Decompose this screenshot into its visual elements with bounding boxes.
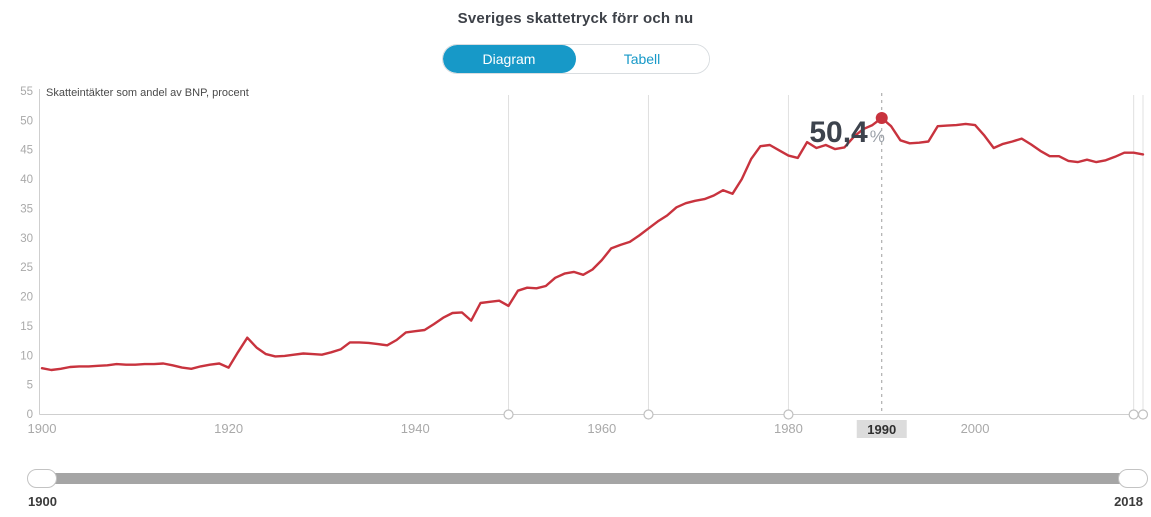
highlight-value-label: 50,4 [809, 116, 868, 149]
slider-min-label: 1900 [28, 494, 57, 509]
reference-marker-1965[interactable] [643, 409, 654, 420]
reference-marker-2018[interactable] [1137, 409, 1149, 420]
y-tick-label-45: 45 [20, 145, 33, 157]
y-tick-label-10: 10 [20, 350, 33, 362]
slider-handle-min[interactable] [27, 469, 57, 488]
y-tick-label-25: 25 [20, 262, 33, 274]
reference-marker-2017[interactable] [1128, 409, 1139, 420]
reference-marker-1980[interactable] [783, 409, 794, 420]
y-tick-label-30: 30 [20, 233, 33, 245]
y-tick-label-35: 35 [20, 203, 33, 215]
line-chart[interactable]: 0 5 10 15 20 25 30 35 40 45 50 55 1900 1920 1940 1960 19… [0, 85, 1151, 463]
y-tick-label-20: 20 [20, 292, 33, 304]
reference-marker-1950[interactable] [503, 409, 514, 420]
chart-area[interactable]: 0 5 10 15 20 25 30 35 40 45 50 55 1900 1920 1940 1960 19… [0, 85, 1151, 463]
x-tick-label-1940: 1940 [401, 421, 430, 436]
tab-diagram-label: Diagram [482, 51, 536, 67]
highlight-year-label: 1990 [867, 422, 896, 437]
highlight-dot[interactable] [875, 112, 888, 125]
x-tick-label-1920: 1920 [214, 421, 243, 436]
x-tick-label-1900: 1900 [28, 421, 57, 436]
slider-track[interactable] [28, 473, 1143, 484]
tax-rate-line[interactable] [40, 116, 1145, 372]
y-tick-label-50: 50 [20, 115, 33, 127]
x-tick-label-2000: 2000 [961, 421, 990, 436]
slider-max-label: 2018 [1114, 494, 1143, 509]
x-tick-label-1980: 1980 [774, 421, 803, 436]
tab-diagram[interactable]: Diagram [442, 45, 576, 73]
slider-handle-max[interactable] [1118, 469, 1148, 488]
series-label: Skatteintäkter som andel av BNP, procent [46, 87, 249, 99]
view-switcher: Diagram Tabell [441, 44, 710, 74]
tab-tabell[interactable]: Tabell [575, 45, 709, 73]
y-tick-label-55: 55 [20, 86, 33, 98]
tab-tabell-label: Tabell [623, 51, 661, 67]
y-tick-label-5: 5 [27, 380, 33, 392]
y-tick-label-0: 0 [27, 409, 33, 421]
highlight-value-suffix: % [870, 127, 885, 146]
year-range-slider: 1900 2018 [0, 462, 1151, 514]
x-tick-label-1960: 1960 [587, 421, 616, 436]
highlight-year-chip[interactable] [856, 420, 907, 438]
y-tick-label-40: 40 [20, 174, 33, 186]
y-tick-label-15: 15 [20, 321, 33, 333]
page-title: Sveriges skattetryck förr och nu [457, 10, 694, 27]
